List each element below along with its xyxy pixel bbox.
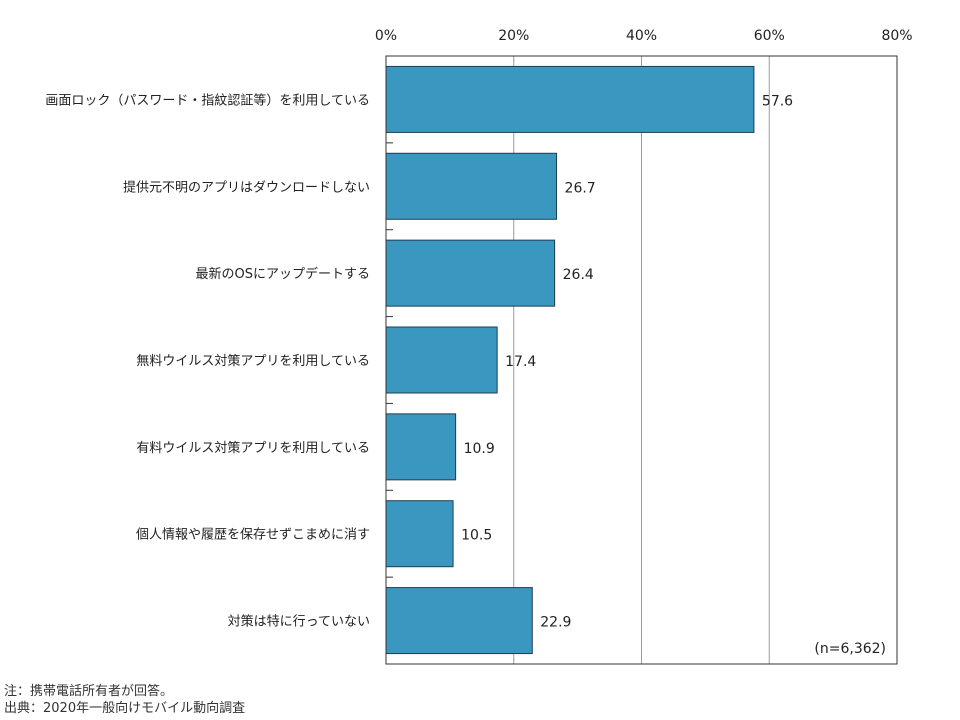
value-label: 10.5 [461,528,492,544]
category-label: 無料ウイルス対策アプリを利用している [136,353,370,369]
x-tick-label: 0% [375,28,397,44]
value-labels: 57.6 26.7 26.4 17.4 10.9 10.5 22.9 [461,93,793,630]
value-label: 57.6 [762,93,793,109]
sample-size-label: (n=6,362) [814,641,886,657]
value-label: 26.7 [565,180,596,196]
value-label: 17.4 [505,354,536,370]
bar [385,65,755,133]
x-tick-label: 40% [626,28,657,44]
source-note: 出典：2020年一般向けモバイル動向調査 [4,701,246,716]
grid-lines [513,56,770,664]
bar [385,500,454,568]
category-label: 最新のOSにアップデートする [196,266,371,282]
category-label: 個人情報や履歴を保存せずこまめに消す [136,528,370,543]
value-label: 26.4 [563,267,594,283]
category-label: 対策は特に行っていない [228,614,370,630]
plot-frame [385,55,898,665]
bars [385,65,755,655]
value-label: 10.9 [464,441,495,457]
category-labels: 画面ロック（パスワード・指紋認証等）を利用している提供元不明のアプリはダウンロー… [45,92,370,629]
value-label: 22.9 [540,615,571,631]
x-tick-label: 60% [754,28,785,44]
category-label: 画面ロック（パスワード・指紋認証等）を利用している [45,92,370,108]
x-tick-label: 80% [881,28,912,44]
footnote: 注：携帯電話所有者が回答。 [4,684,174,699]
bar [385,587,533,655]
bar [385,326,498,394]
x-tick-label: 20% [498,28,529,44]
x-axis-ticks: 0% 20% 40% 60% 80% [375,28,913,578]
bar [385,413,457,481]
bar [385,239,556,307]
plot-border [385,55,898,665]
bar [385,152,558,220]
category-label: 提供元不明のアプリはダウンロードしない [123,179,370,195]
category-label: 有料ウイルス対策アプリを利用している [136,440,370,456]
